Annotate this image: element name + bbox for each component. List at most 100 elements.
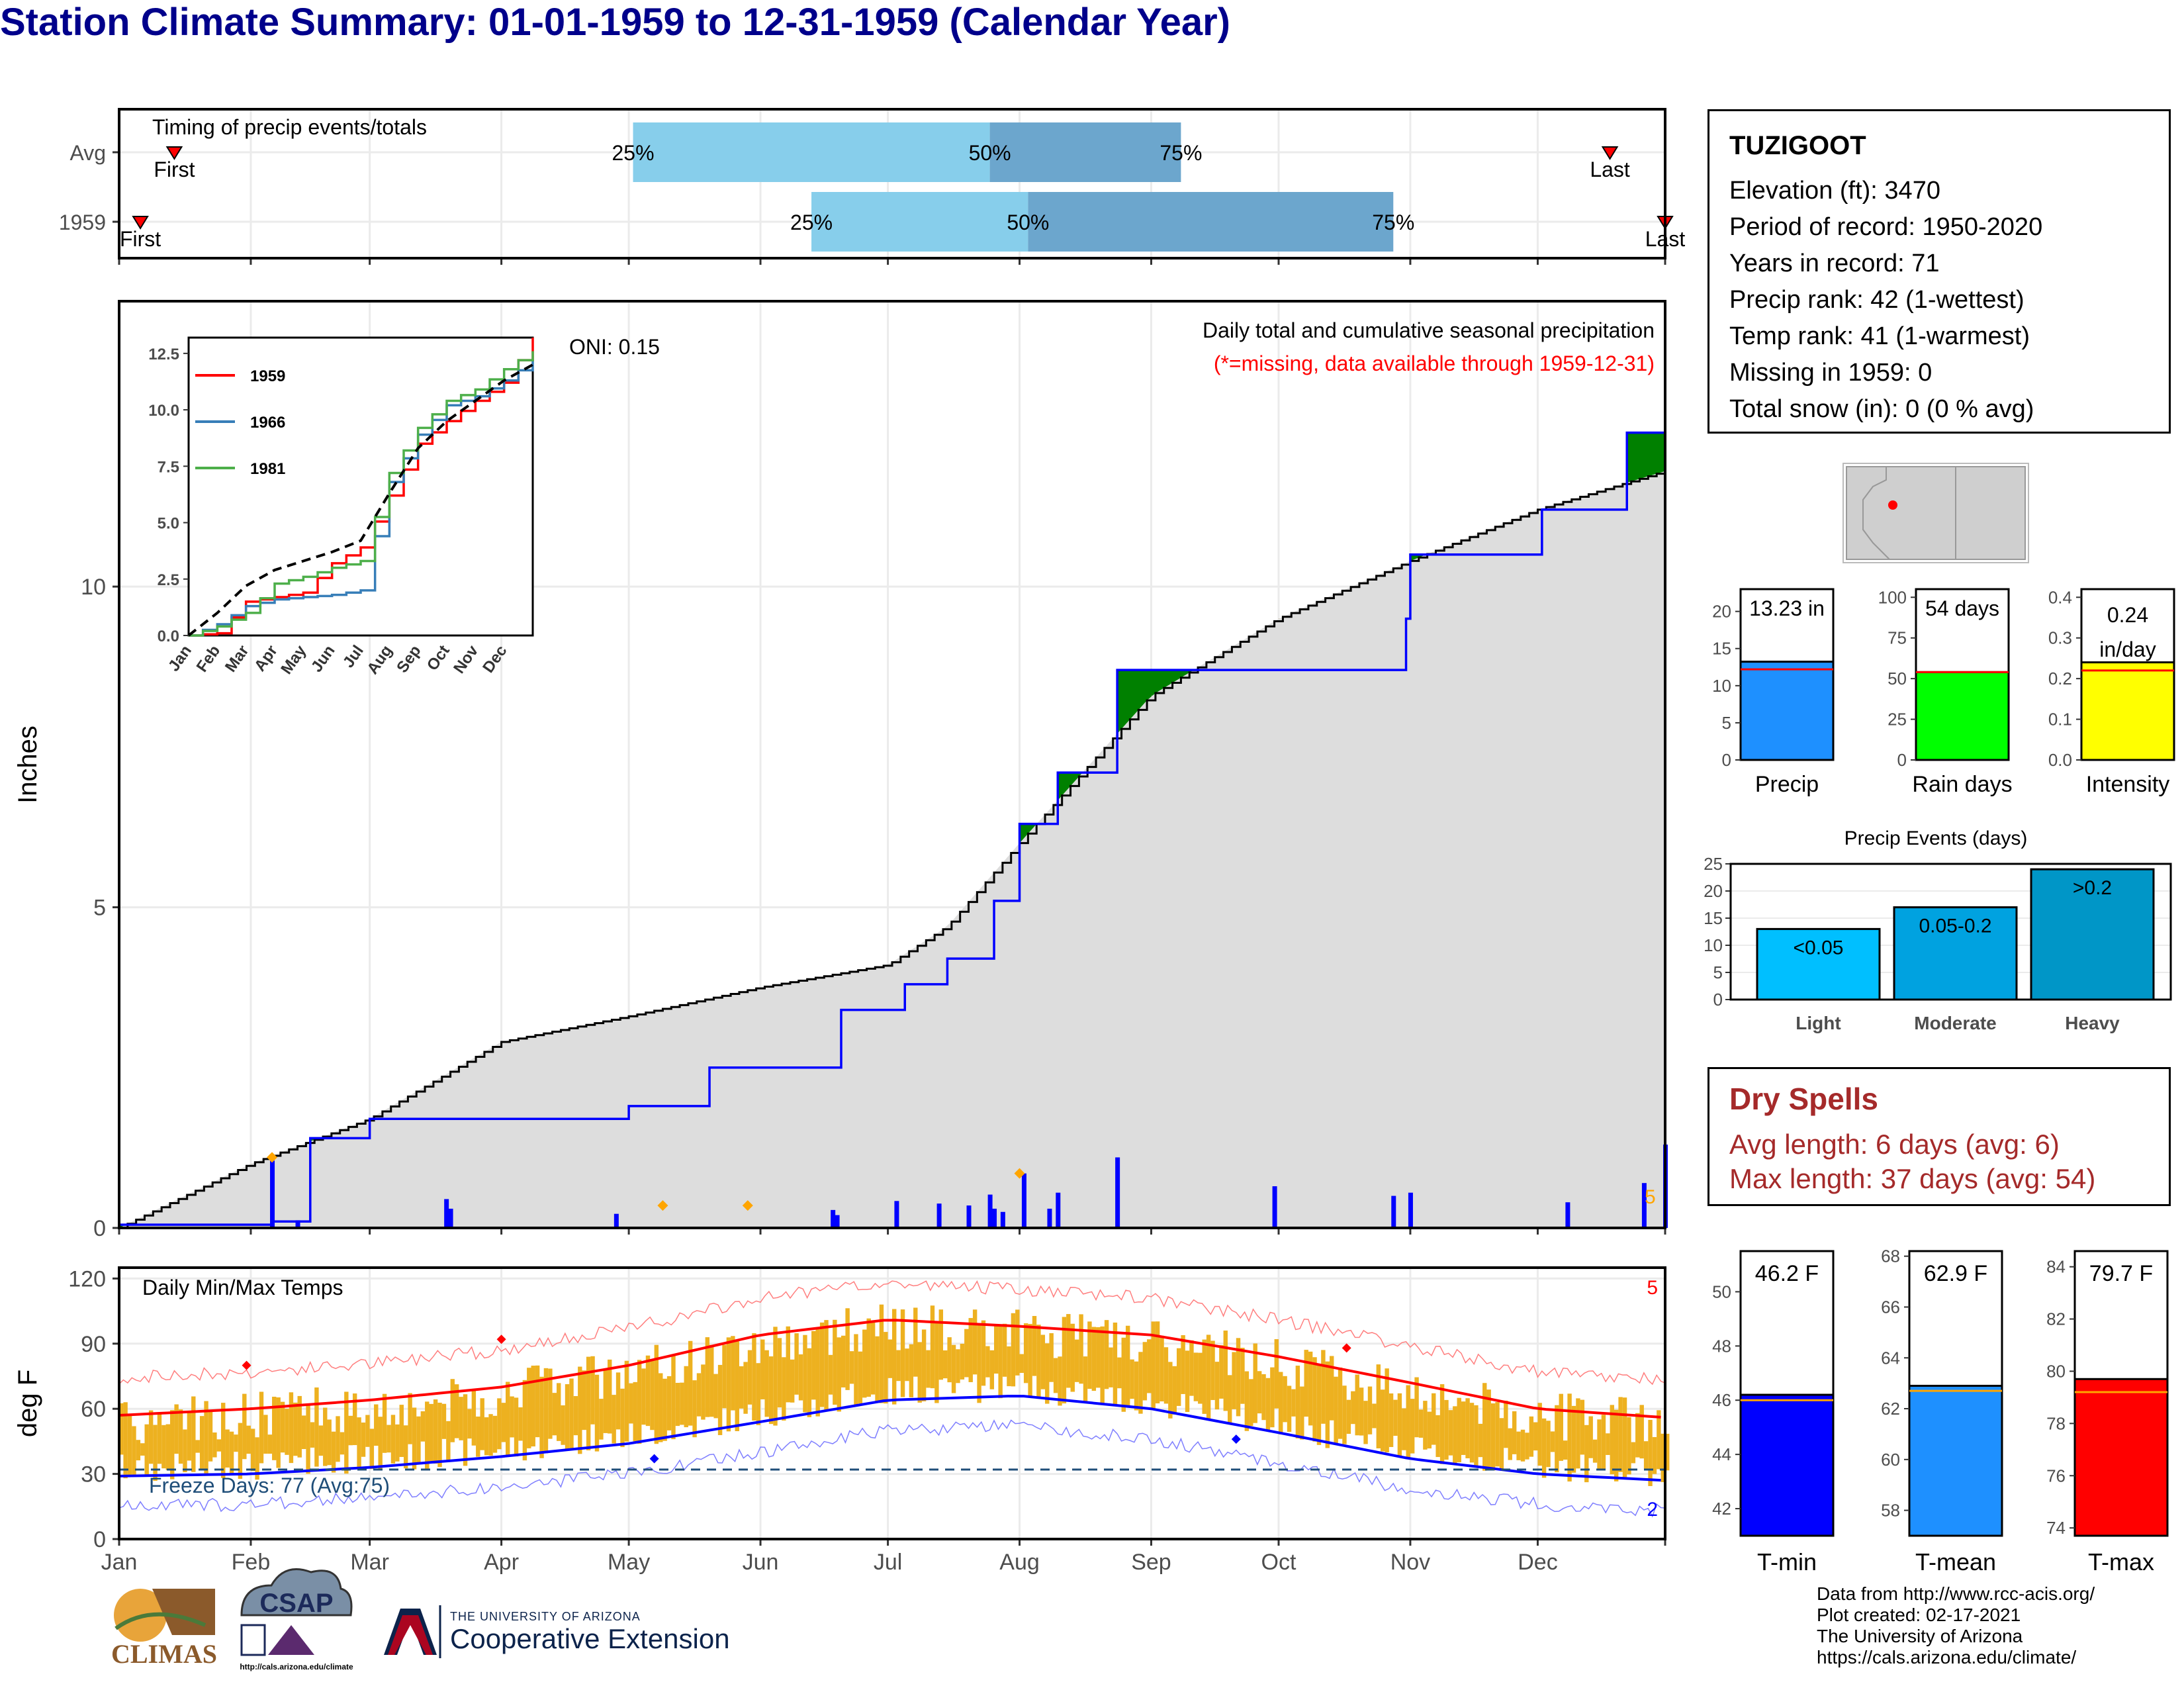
timing-q75-label: 75%: [1160, 141, 1202, 165]
precip-anomaly-day: [1643, 432, 1649, 478]
precip-event-marker: [742, 1200, 753, 1211]
temp-daily-bar: [629, 1383, 633, 1424]
ua-logo-a-inner: [388, 1615, 433, 1655]
temp-daily-bar: [858, 1351, 863, 1404]
precip-anomaly-day: [1121, 670, 1126, 729]
temp-daily-bar: [968, 1318, 973, 1382]
events-bar: [2030, 868, 2155, 1001]
precip-daily-bar: [831, 1209, 836, 1228]
temp-daily-bar: [764, 1350, 769, 1417]
temp-daily-bar: [1198, 1352, 1203, 1404]
temp-daily-bar: [501, 1403, 506, 1442]
temp-daily-bar: [488, 1414, 493, 1456]
temp-bar-y-tick-label: 46: [1712, 1390, 1731, 1410]
temp-daily-bar: [119, 1403, 124, 1455]
temp-daily-bar: [887, 1339, 892, 1378]
temp-daily-bar: [615, 1372, 621, 1430]
temp-daily-bar: [1125, 1325, 1130, 1406]
temp-bar-y-tick-label: 66: [1881, 1297, 1900, 1317]
temp-daily-bar: [1214, 1362, 1220, 1410]
precip-anomaly-day: [1019, 823, 1024, 843]
temp-daily-bar: [1334, 1376, 1338, 1444]
precip-anomaly-day: [1168, 670, 1173, 686]
temp-daily-bar: [1580, 1399, 1585, 1455]
temp-daily-bar: [136, 1440, 141, 1461]
temp-daily-bar: [637, 1360, 642, 1444]
temp-daily-bar: [1457, 1397, 1461, 1462]
temp-daily-bar: [1270, 1367, 1275, 1428]
temp-daily-bar: [374, 1404, 379, 1446]
temp-daily-bar: [1261, 1374, 1266, 1421]
temp-daily-bar: [1206, 1335, 1211, 1420]
temp-daily-bar: [535, 1365, 540, 1438]
events-panel-border: [1729, 863, 2172, 1001]
temp-bar-y-tick-label: 80: [2046, 1361, 2066, 1381]
temp-daily-bar: [191, 1396, 196, 1472]
temp-daily-bar: [1402, 1408, 1406, 1450]
temp-daily-bar: [1338, 1367, 1343, 1439]
timing-q25-label: 25%: [612, 141, 655, 165]
temp-daily-bar: [747, 1350, 752, 1405]
temp-daily-bar: [1342, 1385, 1347, 1444]
temp-daily-bar: [645, 1355, 651, 1427]
temp-daily-bar: [845, 1308, 850, 1390]
events-y-tick-label: 0: [1713, 990, 1723, 1009]
temp-daily-bar: [357, 1417, 361, 1470]
month-axis-label: Jun: [743, 1550, 779, 1575]
temp-daily-bar: [641, 1368, 646, 1425]
temp-daily-bar: [238, 1423, 243, 1479]
temp-avg-max-line: [118, 1319, 1661, 1419]
precip-daily-bar: [936, 1203, 942, 1228]
temp-bar-y-tick-label: 44: [1712, 1444, 1731, 1464]
mini-bar-value: [1915, 671, 2010, 761]
temp-daily-bar: [387, 1425, 391, 1453]
precip-anomaly-day: [1147, 670, 1152, 701]
temp-daily-bar: [1555, 1405, 1559, 1473]
temp-daily-bar: [327, 1419, 332, 1466]
temp-daily-bar: [1563, 1440, 1568, 1460]
temp-daily-bar: [318, 1425, 324, 1456]
temp-daily-bar: [773, 1327, 778, 1426]
mini-bar-label: Rain days: [1912, 772, 2012, 797]
temp-daily-bar: [1300, 1386, 1304, 1440]
precip-daily-bar: [992, 1208, 997, 1228]
timing-q50-q75-bar: [1028, 192, 1394, 252]
station-elevation: Elevation (ft): 3470: [1729, 177, 1940, 205]
temp-daily-bar: [267, 1434, 273, 1454]
temp-daily-bar: [1249, 1379, 1253, 1427]
temp-daily-bar: [1155, 1321, 1160, 1404]
temp-daily-bar: [378, 1417, 383, 1470]
precip-anomaly-day: [1138, 670, 1144, 710]
temp-bar-value-label: 79.7 F: [2089, 1261, 2153, 1286]
temp-daily-bar: [650, 1360, 655, 1430]
temp-daily-bar: [777, 1338, 782, 1408]
temp-daily-bar: [204, 1401, 208, 1475]
temp-daily-bar: [557, 1383, 561, 1441]
temp-daily-bar: [1019, 1354, 1024, 1374]
temp-daily-bar: [1427, 1411, 1432, 1449]
temp-daily-bar: [573, 1396, 578, 1436]
temp-daily-bar: [127, 1415, 132, 1476]
temp-daily-bar: [450, 1379, 455, 1442]
temp-daily-bar: [323, 1407, 328, 1466]
temp-daily-bar: [1410, 1399, 1415, 1454]
precip-anomaly-day: [1418, 554, 1424, 558]
temp-daily-bar: [463, 1394, 468, 1466]
temp-daily-bar: [1584, 1425, 1589, 1483]
temp-daily-bar: [833, 1319, 837, 1405]
temp-daily-bar: [1469, 1403, 1475, 1463]
temp-daily-bar: [837, 1337, 841, 1412]
temp-daily-bar: [870, 1322, 876, 1395]
precip-anomaly-day: [1070, 773, 1075, 786]
data-credits: Data from http://www.rcc-acis.org/ Plot …: [1817, 1583, 2095, 1668]
station-total-snow: Total snow (in): 0 (0 % avg): [1729, 395, 2034, 423]
credit-university: The University of Arizona: [1817, 1626, 2023, 1646]
temp-daily-bar: [497, 1398, 502, 1450]
events-bar-label: >0.2: [2073, 877, 2112, 899]
temp-daily-bar: [361, 1422, 366, 1457]
temp-daily-bar: [344, 1391, 349, 1474]
page-title: Station Climate Summary: 01-01-1959 to 1…: [0, 1, 1230, 44]
temp-daily-bar: [331, 1431, 336, 1473]
temp-daily-bar: [841, 1335, 846, 1387]
